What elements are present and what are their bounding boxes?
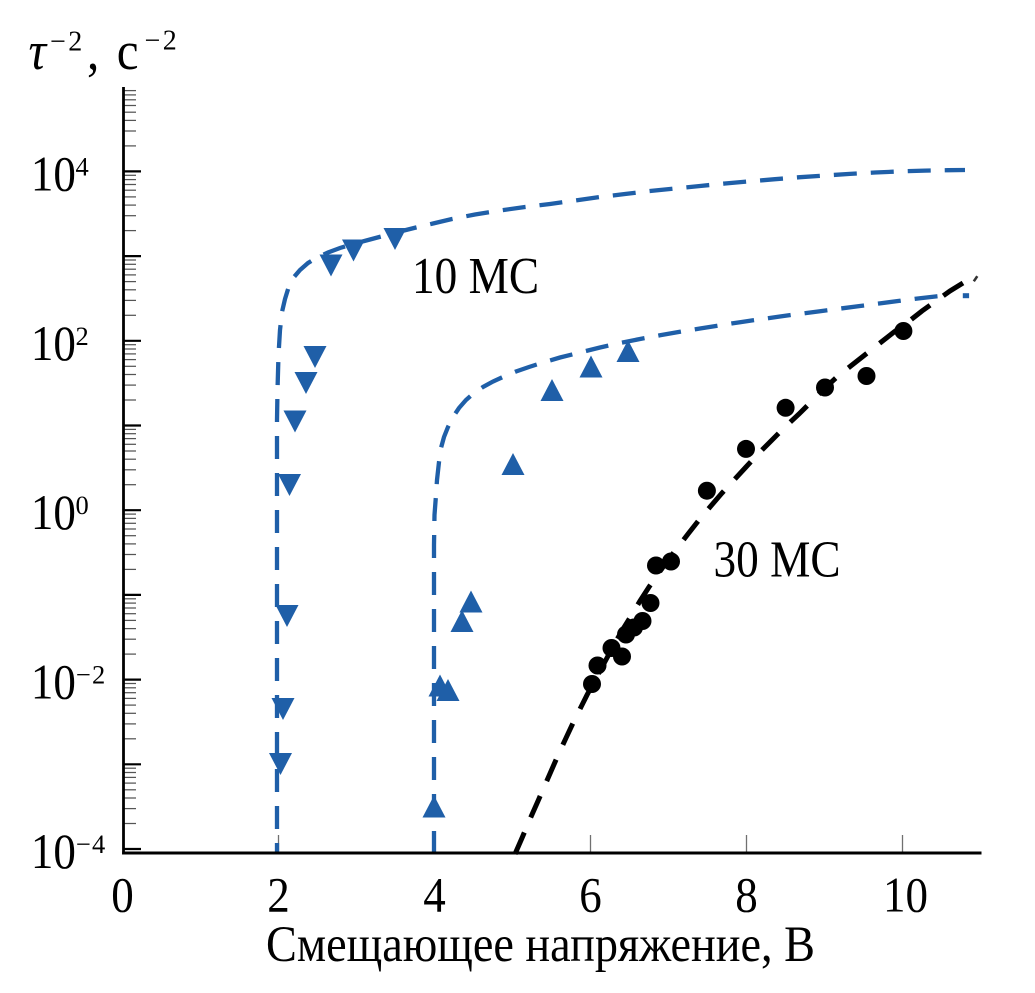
- svg-text:−4: −4: [76, 829, 106, 859]
- svg-text:−2: −2: [76, 660, 106, 690]
- svg-text:2: 2: [267, 869, 290, 923]
- svg-text:4: 4: [423, 869, 446, 923]
- svg-text:10: 10: [31, 317, 76, 371]
- svg-text:2: 2: [76, 321, 90, 351]
- svg-text:8: 8: [735, 869, 758, 923]
- svg-text:10: 10: [31, 825, 76, 879]
- svg-text:30 МС: 30 МС: [714, 530, 841, 588]
- svg-text:6: 6: [579, 869, 602, 923]
- svg-text:0: 0: [76, 490, 90, 520]
- svg-text:10: 10: [31, 486, 76, 540]
- svg-text:10: 10: [31, 656, 76, 710]
- svg-text:−2: −2: [50, 26, 85, 57]
- svg-text:10: 10: [883, 869, 928, 923]
- svg-text:10 МС: 10 МС: [412, 247, 539, 305]
- svg-text:с: с: [117, 22, 139, 82]
- svg-text:−2: −2: [145, 26, 180, 57]
- svg-text:4: 4: [76, 151, 90, 181]
- svg-text:τ: τ: [29, 22, 49, 82]
- svg-text:10: 10: [31, 148, 76, 202]
- svg-text:,: ,: [87, 22, 99, 82]
- svg-text:0: 0: [111, 869, 134, 923]
- svg-text:Смещающее напряжение, В: Смещающее напряжение, В: [266, 917, 815, 972]
